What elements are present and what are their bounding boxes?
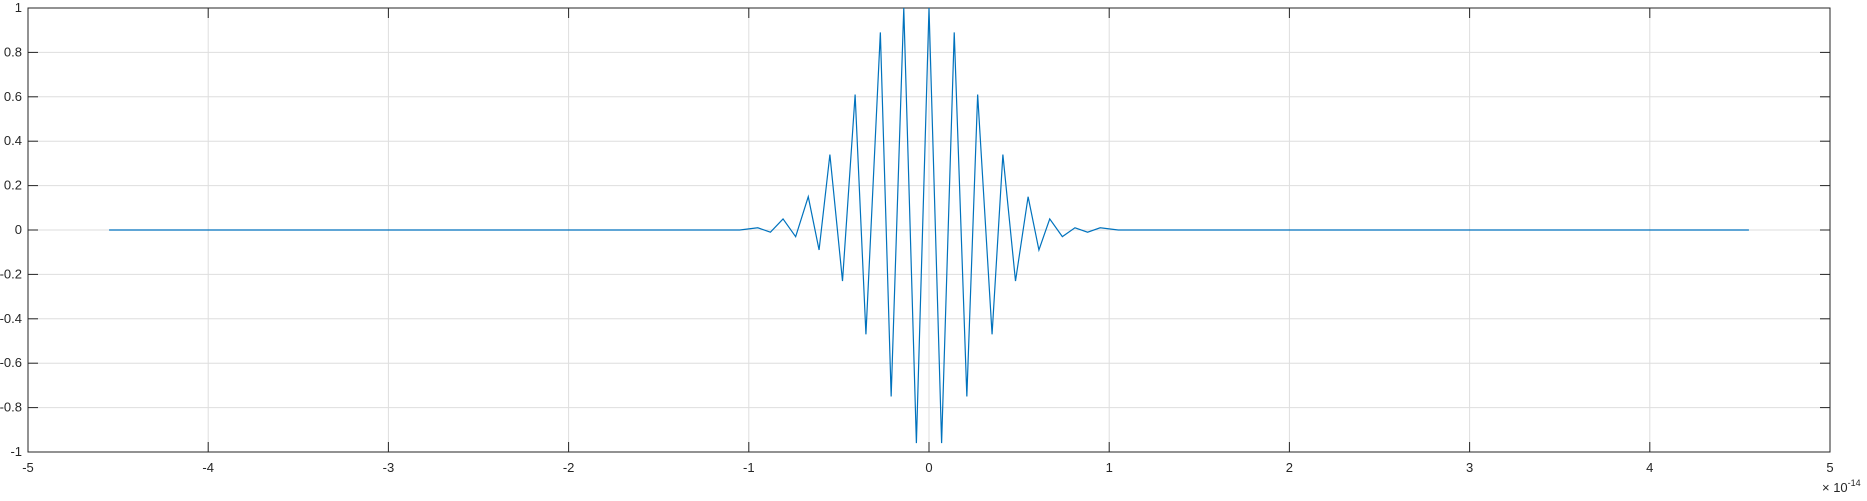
x-tick-label: -5 — [22, 460, 34, 475]
x-tick-label: 2 — [1286, 460, 1293, 475]
x-tick-label: -3 — [383, 460, 395, 475]
x-tick-label: 4 — [1646, 460, 1653, 475]
y-tick-label: -0.8 — [0, 400, 22, 415]
y-tick-label: 0 — [15, 222, 22, 237]
y-tick-labels: -1 -0.8 -0.6 -0.4 -0.2 0 0.2 0.4 0.6 0.8 1 — [0, 0, 22, 459]
series-line — [109, 7, 1749, 444]
x-exponent-label: × 10-14 — [1822, 478, 1861, 495]
y-tick-label: 0.6 — [4, 89, 22, 104]
x-exponent-power: -14 — [1848, 478, 1861, 488]
y-tick-label: 0.8 — [4, 44, 22, 59]
x-tick-label: -2 — [563, 460, 575, 475]
y-tick-label: 0.2 — [4, 178, 22, 193]
y-tick-label: 0.4 — [4, 133, 22, 148]
y-tick-label: -1 — [10, 444, 22, 459]
x-tick-label: 0 — [925, 460, 932, 475]
y-tick-label: 1 — [15, 0, 22, 15]
y-tick-label: -0.4 — [0, 311, 22, 326]
x-tick-label: 3 — [1466, 460, 1473, 475]
x-tick-labels: -5 -4 -3 -2 -1 0 1 2 3 4 5 — [22, 460, 1833, 475]
x-tick-label: 1 — [1106, 460, 1113, 475]
y-tick-label: -0.6 — [0, 355, 22, 370]
ticks — [27, 7, 1831, 453]
y-tick-label: -0.2 — [0, 266, 22, 281]
x-tick-label: -1 — [743, 460, 755, 475]
x-tick-label: -4 — [202, 460, 214, 475]
x-tick-label: 5 — [1826, 460, 1833, 475]
